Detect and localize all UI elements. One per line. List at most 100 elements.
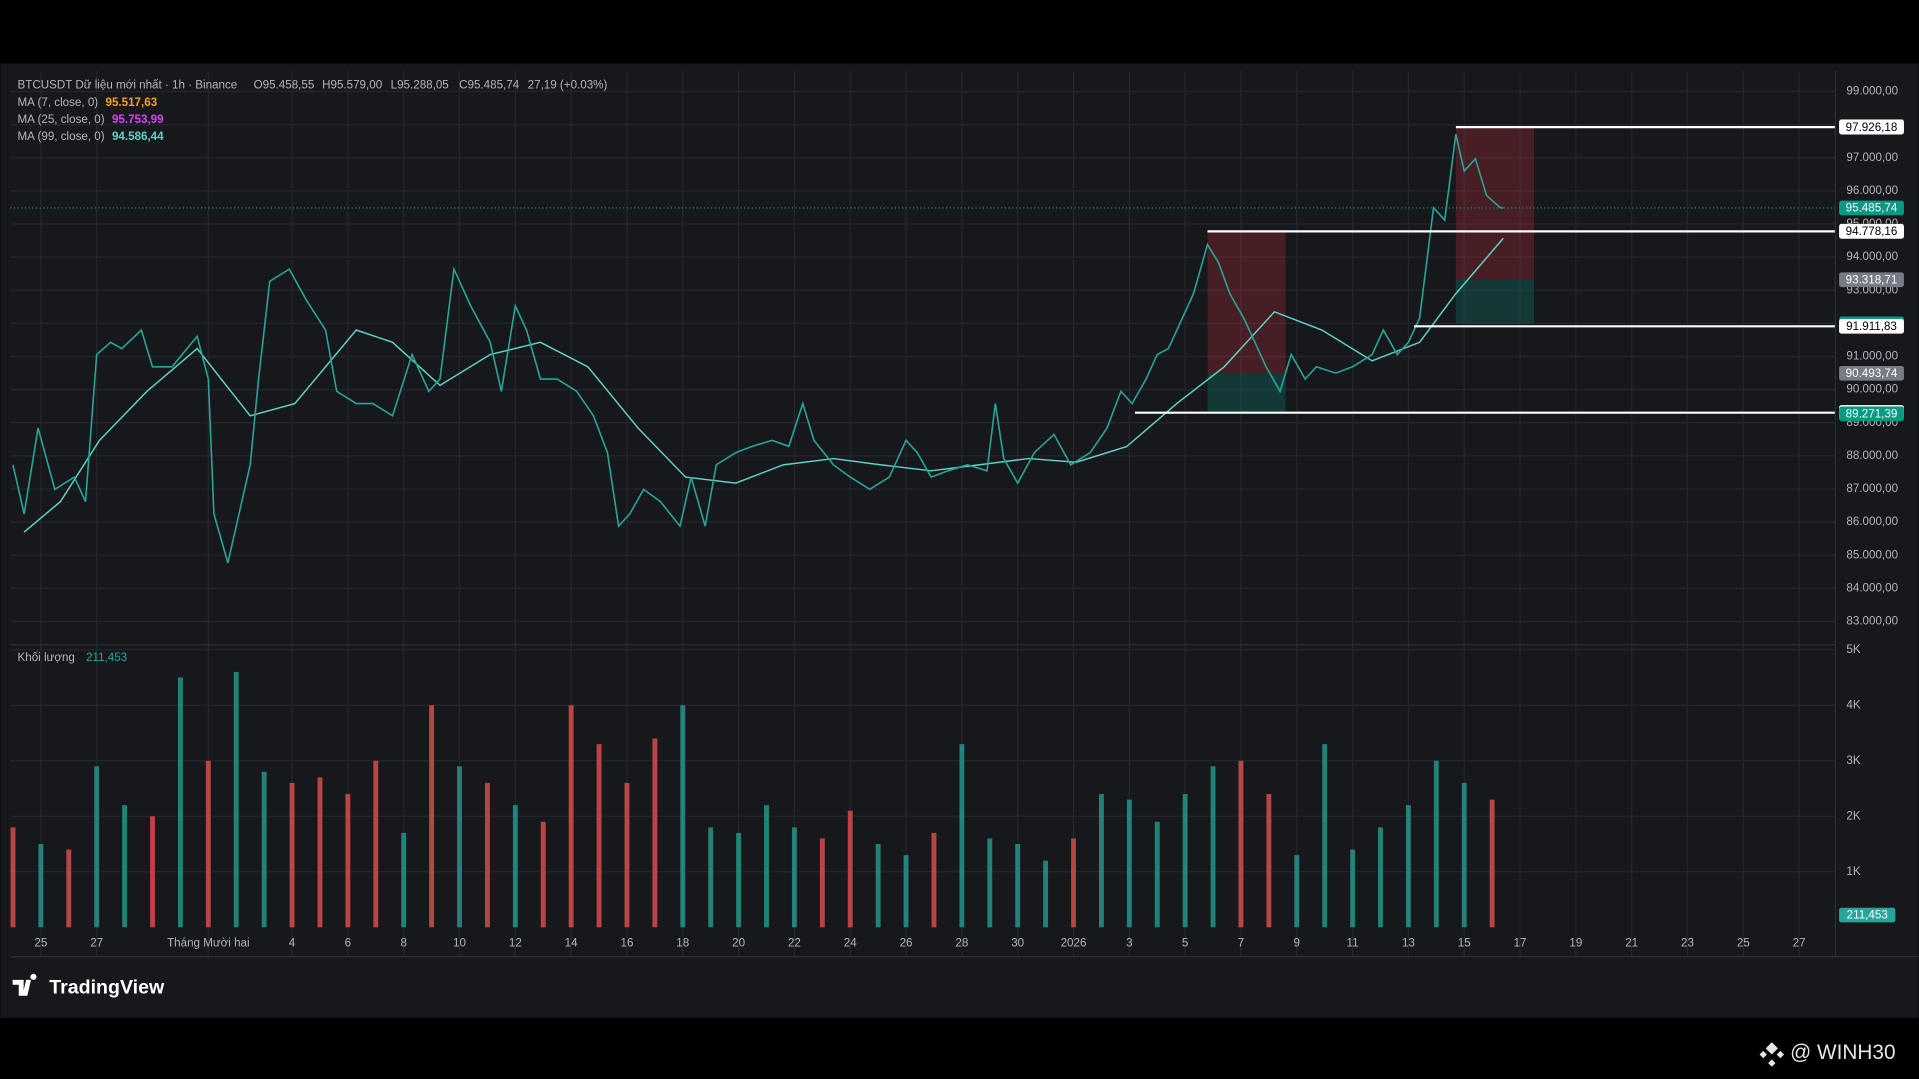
x-tick-label: 19 bbox=[1569, 936, 1582, 949]
y-tick-label: 85.000,00 bbox=[1846, 548, 1898, 561]
x-tick-label: 17 bbox=[1514, 936, 1527, 949]
ohlc-close: C95.485,74 bbox=[459, 79, 520, 92]
y-tick-label: 83.000,00 bbox=[1846, 615, 1898, 628]
volume-bar bbox=[540, 821, 546, 928]
x-tick-label: 24 bbox=[844, 936, 857, 949]
x-tick-label: Tháng Mười hai bbox=[167, 936, 250, 949]
volume-bar bbox=[1433, 760, 1439, 928]
volume-bar bbox=[122, 805, 128, 928]
ohlc-open: O95.458,55 bbox=[254, 79, 315, 92]
x-tick-label: 20 bbox=[732, 936, 745, 949]
marks bbox=[10, 126, 1836, 928]
price-label: 89.271,39 bbox=[1846, 407, 1898, 420]
logo-text: TradingView bbox=[49, 977, 165, 999]
volume-bar bbox=[987, 838, 993, 928]
y-tick-label: 90.000,00 bbox=[1846, 383, 1898, 396]
volume-bar bbox=[1071, 838, 1076, 928]
volume-bar bbox=[1043, 860, 1049, 928]
volume-bar bbox=[10, 827, 16, 928]
y-tick-label: 96.000,00 bbox=[1846, 184, 1898, 197]
price-label: 90.493,74 bbox=[1846, 367, 1898, 380]
volume-bar bbox=[708, 827, 714, 928]
volume-bar bbox=[261, 771, 267, 928]
price-label-box bbox=[1839, 200, 1904, 216]
risk-zone bbox=[1207, 230, 1286, 374]
indicator-value: 95.517,63 bbox=[106, 96, 158, 109]
indicator-value: 94.586,44 bbox=[112, 130, 164, 143]
y-tick-label: 87.000,00 bbox=[1846, 482, 1898, 495]
ohlc-low: L95.288,05 bbox=[391, 79, 449, 92]
x-tick-label: 14 bbox=[565, 936, 578, 949]
x-tick-label: 7 bbox=[1238, 936, 1244, 949]
y-tick-label: 86.000,00 bbox=[1846, 515, 1898, 528]
logo-icon bbox=[12, 973, 37, 996]
x-tick-label: 28 bbox=[955, 936, 968, 949]
price-label: 93.318,71 bbox=[1846, 273, 1898, 286]
volume-bar bbox=[1489, 799, 1495, 928]
volume-bar bbox=[429, 705, 435, 928]
volume-label: 211,453 bbox=[1847, 909, 1888, 922]
tradingview-logo: TradingView bbox=[12, 973, 165, 999]
volume-bar bbox=[791, 827, 797, 928]
x-tick-label: 9 bbox=[1294, 936, 1300, 949]
watermark-text: @ WINH30 bbox=[1790, 1041, 1895, 1064]
x-tick-label: 23 bbox=[1681, 936, 1694, 949]
x-tick-label: 11 bbox=[1347, 936, 1359, 949]
volume-bar bbox=[596, 744, 602, 928]
axis-labels: 25 27 Tháng Mười hai 4 6 8 10 12 14 16 18 20 22 24 26 2… bbox=[34, 85, 1904, 949]
volume-bar bbox=[401, 832, 407, 928]
volume-bar bbox=[1154, 821, 1160, 928]
price-label: 94.778,16 bbox=[1846, 225, 1898, 238]
volume-bar bbox=[1405, 805, 1411, 928]
volume-bar bbox=[289, 782, 295, 928]
reward-zone bbox=[1455, 279, 1535, 324]
x-tick-label: 8 bbox=[400, 936, 406, 949]
volume-bar bbox=[38, 844, 44, 928]
x-tick-label: 30 bbox=[1011, 936, 1024, 949]
x-tick-label: 25 bbox=[34, 936, 47, 949]
ohlc-high: H95.579,00 bbox=[322, 79, 382, 92]
volume-bar bbox=[233, 671, 239, 928]
price-label-box bbox=[1839, 272, 1904, 288]
price-label: 97.926,18 bbox=[1846, 121, 1898, 134]
volume-bar bbox=[150, 816, 155, 928]
x-tick-label: 18 bbox=[676, 936, 689, 949]
price-line bbox=[12, 134, 1504, 564]
x-tick-label: 5 bbox=[1182, 936, 1188, 949]
volume-bar bbox=[94, 766, 100, 928]
x-tick-label: 12 bbox=[509, 936, 522, 949]
volume-bar bbox=[847, 810, 853, 928]
x-tick-label: 13 bbox=[1402, 936, 1415, 949]
price-label-box bbox=[1839, 406, 1904, 422]
volume-label-box bbox=[1839, 907, 1896, 923]
price-label: 91.911,83 bbox=[1846, 320, 1897, 333]
x-tick-label: 6 bbox=[345, 936, 351, 949]
volume-bar bbox=[931, 832, 937, 928]
volume-tick-label: 2K bbox=[1846, 809, 1860, 822]
y-tick-label: 84.000,00 bbox=[1846, 581, 1898, 594]
volume-tick-label: 1K bbox=[1846, 865, 1860, 878]
ma-line bbox=[23, 237, 1504, 533]
y-tick-label: 99.000,00 bbox=[1846, 85, 1898, 98]
volume-bar bbox=[680, 705, 686, 928]
volume-bar bbox=[764, 805, 769, 928]
volume-bar bbox=[568, 705, 574, 928]
volume-title: Khối lượng bbox=[18, 651, 75, 664]
volume-bar bbox=[652, 738, 658, 928]
volume-bar bbox=[903, 855, 909, 928]
volume-value: 211,453 bbox=[86, 651, 127, 664]
x-tick-label: 4 bbox=[289, 936, 296, 949]
indicator-name: MA (99, close, 0) bbox=[18, 130, 105, 143]
price-label-box bbox=[1839, 318, 1904, 334]
volume-bar bbox=[512, 805, 518, 928]
x-tick-label: 27 bbox=[1793, 936, 1806, 949]
volume-bar bbox=[205, 760, 211, 928]
x-tick-label: 2026 bbox=[1061, 936, 1087, 949]
y-tick-label: 88.000,00 bbox=[1846, 449, 1898, 462]
volume-bar bbox=[66, 849, 72, 928]
x-tick-label: 25 bbox=[1737, 936, 1750, 949]
volume-bar bbox=[624, 782, 630, 928]
price-label-box bbox=[1839, 365, 1904, 381]
